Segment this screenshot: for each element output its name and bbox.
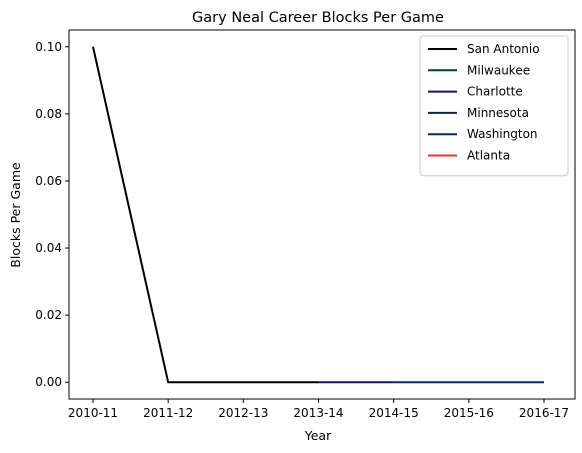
legend-label: San Antonio <box>467 42 540 56</box>
legend-label: Atlanta <box>467 149 510 163</box>
y-tick-label: 0.04 <box>35 241 62 255</box>
y-tick-label: 0.08 <box>35 107 62 121</box>
legend-label: Minnesota <box>467 106 529 120</box>
x-axis-label: Year <box>304 428 332 443</box>
y-tick-label: 0.02 <box>35 308 62 322</box>
x-tick-label: 2016-17 <box>519 406 569 420</box>
x-tick-label: 2014-15 <box>369 406 419 420</box>
y-tick-label: 0.00 <box>35 375 62 389</box>
x-tick-label: 2012-13 <box>218 406 268 420</box>
y-tick-label: 0.06 <box>35 174 62 188</box>
legend-label: Milwaukee <box>467 63 530 77</box>
x-tick-label: 2011-12 <box>143 406 193 420</box>
x-axis: 2010-11 2011-12 2012-13 2013-14 2014-15 2015-… <box>68 399 569 420</box>
x-tick-label: 2015-16 <box>444 406 494 420</box>
legend: San Antonio Milwaukee Charlotte Minnesota Wa… <box>419 35 569 177</box>
x-tick-label: 2013-14 <box>293 406 343 420</box>
y-axis: 0.00 0.02 0.04 0.06 0.08 0.10 <box>35 40 69 389</box>
chart-title: Gary Neal Career Blocks Per Game <box>192 10 444 26</box>
series-line-san-antonio <box>92 46 319 384</box>
legend-label: Washington <box>467 127 538 141</box>
legend-label: Charlotte <box>467 85 523 99</box>
y-axis-label: Blocks Per Game <box>8 162 23 268</box>
plot-lines <box>92 46 544 384</box>
x-tick-label: 2010-11 <box>68 406 118 420</box>
plot-frame <box>68 29 576 400</box>
y-tick-label: 0.10 <box>35 40 62 54</box>
